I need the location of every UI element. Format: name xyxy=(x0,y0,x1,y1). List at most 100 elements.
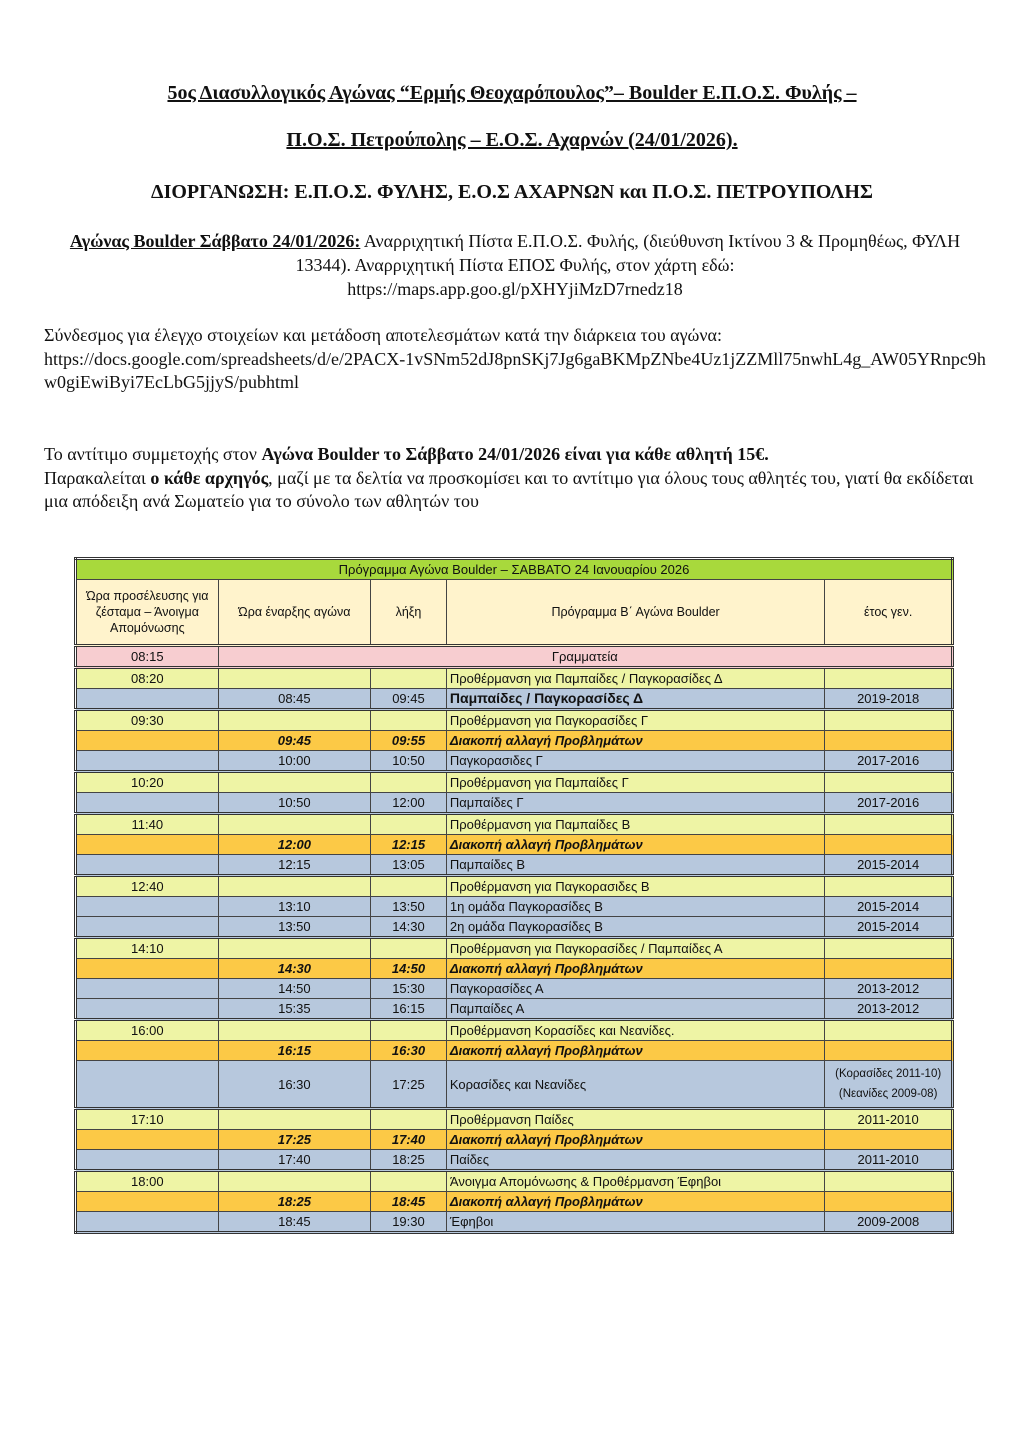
cell-year xyxy=(824,730,953,751)
cell-arrive xyxy=(75,1191,219,1212)
cell-arrive xyxy=(75,854,219,876)
cell-arrive: 14:10 xyxy=(75,936,219,959)
cell-start: 10:00 xyxy=(217,750,372,772)
cell-arrive: 17:10 xyxy=(75,1107,219,1130)
cell-arrive xyxy=(75,1129,219,1150)
break-row: 12:00 12:15 Διακοπή αλλαγή Προβλημάτων xyxy=(75,834,953,855)
col-program: Πρόγραμμα Β΄ Αγώνα Boulder xyxy=(445,579,826,646)
cell-start xyxy=(217,936,372,959)
cell-year: 2017-2016 xyxy=(824,792,953,814)
cell-end xyxy=(370,936,447,959)
cell-program: Διακοπή αλλαγή Προβλημάτων xyxy=(445,1040,826,1061)
cell-end xyxy=(370,708,447,731)
cell-end: 09:45 xyxy=(370,688,447,710)
cell-program: Παμπαίδες Α xyxy=(445,998,826,1020)
fee-amount: Αγώνα Boulder το Σάββατο 24/01/2026 είνα… xyxy=(261,444,769,464)
cell-program: Διακοπή αλλαγή Προβλημάτων xyxy=(445,1129,826,1150)
break-row: 16:15 16:30 Διακοπή αλλαγή Προβλημάτων xyxy=(75,1040,953,1061)
secretariat-row: 08:15 Γραμματεία xyxy=(75,644,954,668)
cell-start: 16:15 xyxy=(217,1040,372,1061)
event-row: 17:40 18:25 Παίδες 2011-2010 xyxy=(75,1149,953,1171)
cell-end xyxy=(370,666,447,689)
cell-end xyxy=(370,1107,447,1130)
warmup-row: 17:10 Προθέρμανση Παίδες 2011-2010 xyxy=(75,1107,953,1130)
cell-end: 09:55 xyxy=(370,730,447,751)
cell-arrive xyxy=(75,1060,219,1109)
warmup-row: 10:20 Προθέρμανση για Παμπαίδες Γ xyxy=(75,770,953,793)
cell-end: 16:15 xyxy=(370,998,447,1020)
cell-arrive: 11:40 xyxy=(75,812,219,835)
cell-end xyxy=(370,812,447,835)
cell-arrive: 12:40 xyxy=(75,874,219,897)
cell-end xyxy=(370,1169,447,1192)
cell-end: 18:45 xyxy=(370,1191,447,1212)
cell-arrive xyxy=(75,1040,219,1061)
results-link[interactable]: https://docs.google.com/spreadsheets/d/e… xyxy=(44,348,986,393)
cell-year: 2011-2010 xyxy=(824,1107,953,1130)
cell-end: 14:50 xyxy=(370,958,447,979)
cell-year xyxy=(824,874,953,897)
break-row: 17:25 17:40 Διακοπή αλλαγή Προβλημάτων xyxy=(75,1129,953,1150)
cell-start: 15:35 xyxy=(217,998,372,1020)
cell-start xyxy=(217,666,372,689)
fee-text: Το αντίτιμο συμμετοχής στον xyxy=(44,444,262,464)
event-row: 12:15 13:05 Παμπαίδες Β 2015-2014 xyxy=(75,854,953,876)
cell-arrive xyxy=(75,834,219,855)
cell-start: 13:10 xyxy=(217,896,372,917)
cell-start: 16:30 xyxy=(217,1060,372,1109)
cell-year xyxy=(824,1129,953,1150)
cell-year: 2019-2018 xyxy=(824,688,953,710)
results-text: Σύνδεσμος για έλεγχο στοιχείων και μετάδ… xyxy=(44,325,722,345)
cell-year: 2009-2008 xyxy=(824,1211,953,1233)
cell-program: Παμπαίδες / Παγκορασίδες Δ xyxy=(445,688,826,710)
event-row: 10:00 10:50 Παγκορασιδες Γ 2017-2016 xyxy=(75,750,953,772)
cell-year xyxy=(824,1040,953,1061)
cell-end: 16:30 xyxy=(370,1040,447,1061)
cell-year: 2017-2016 xyxy=(824,750,953,772)
cell-start xyxy=(217,874,372,897)
cell-arrive xyxy=(75,730,219,751)
year-line: (Κορασίδες 2011-10) xyxy=(835,1068,942,1080)
cell-end: 12:15 xyxy=(370,834,447,855)
cell-year xyxy=(824,708,953,731)
cell-end: 15:30 xyxy=(370,978,447,999)
event-row: 08:45 09:45 Παμπαίδες / Παγκορασίδες Δ 2019… xyxy=(75,688,953,710)
event-row: 13:10 13:50 1η ομάδα Παγκορασίδες Β 2015-20… xyxy=(75,896,953,917)
title-line-1: 5ος Διασυλλογικός Αγώνας “Ερμής Θεοχαρόπ… xyxy=(167,82,857,104)
cell-program: Προθέρμανση για Παγκορασίδες / Παμπαίδες… xyxy=(445,936,826,959)
cell-year: 2015-2014 xyxy=(824,854,953,876)
cell-program: Διακοπή αλλαγή Προβλημάτων xyxy=(445,1191,826,1212)
cell-start: 17:40 xyxy=(217,1149,372,1171)
warmup-row: 14:10 Προθέρμανση για Παγκορασίδες / Παμπ… xyxy=(75,936,953,959)
venue-text: Αναρριχητική Πίστα Ε.Π.Ο.Σ. Φυλής, (διεύ… xyxy=(295,231,961,275)
cell-year: 2015-2014 xyxy=(824,916,953,938)
cell-start: 09:45 xyxy=(217,730,372,751)
cell-start: 12:00 xyxy=(217,834,372,855)
fee-info: Το αντίτιμο συμμετοχής στον Αγώνα Boulde… xyxy=(44,443,989,514)
cell-start xyxy=(217,1169,372,1192)
warmup-row: 12:40 Προθέρμανση για Παγκορασιδες Β xyxy=(75,874,953,897)
cell-end: 13:50 xyxy=(370,896,447,917)
secretariat-label: Γραμματεία xyxy=(217,644,954,668)
map-link[interactable]: https://maps.app.goo.gl/pXHYjiMzD7rnedz1… xyxy=(347,279,683,299)
cell-start: 10:50 xyxy=(217,792,372,814)
secretariat-time: 08:15 xyxy=(75,644,219,668)
cell-year xyxy=(824,936,953,959)
cell-end xyxy=(370,874,447,897)
cell-start: 13:50 xyxy=(217,916,372,938)
cell-end: 17:25 xyxy=(370,1060,447,1109)
venue-info: Αγώνας Boulder Σάββατο 24/01/2026: Αναρρ… xyxy=(60,229,970,301)
schedule-table: Πρόγραμμα Αγώνα Boulder – ΣΑΒΒΑΤΟ 24 Ιαν… xyxy=(74,557,954,1234)
col-arrival: Ώρα προσέλευσης για ζέσταμα – Άνοιγμα Απ… xyxy=(75,579,219,646)
cell-year: 2015-2014 xyxy=(824,896,953,917)
cell-end: 13:05 xyxy=(370,854,447,876)
cell-program: Προθέρμανση για Παμπαίδες Β xyxy=(445,812,826,835)
col-end: λήξη xyxy=(370,579,447,646)
cell-start xyxy=(217,1107,372,1130)
cell-program: Προθέρμανση για Παγκορασιδες Β xyxy=(445,874,826,897)
title-line-2: Π.Ο.Σ. Πετρούπολης – Ε.Ο.Σ. Αχαρνών (24/… xyxy=(286,129,738,151)
venue-label: Αγώνας Boulder Σάββατο 24/01/2026: xyxy=(69,231,361,251)
cell-arrive xyxy=(75,792,219,814)
warmup-row: 09:30 Προθέρμανση για Παγκορασίδες Γ xyxy=(75,708,953,731)
cell-arrive xyxy=(75,998,219,1020)
